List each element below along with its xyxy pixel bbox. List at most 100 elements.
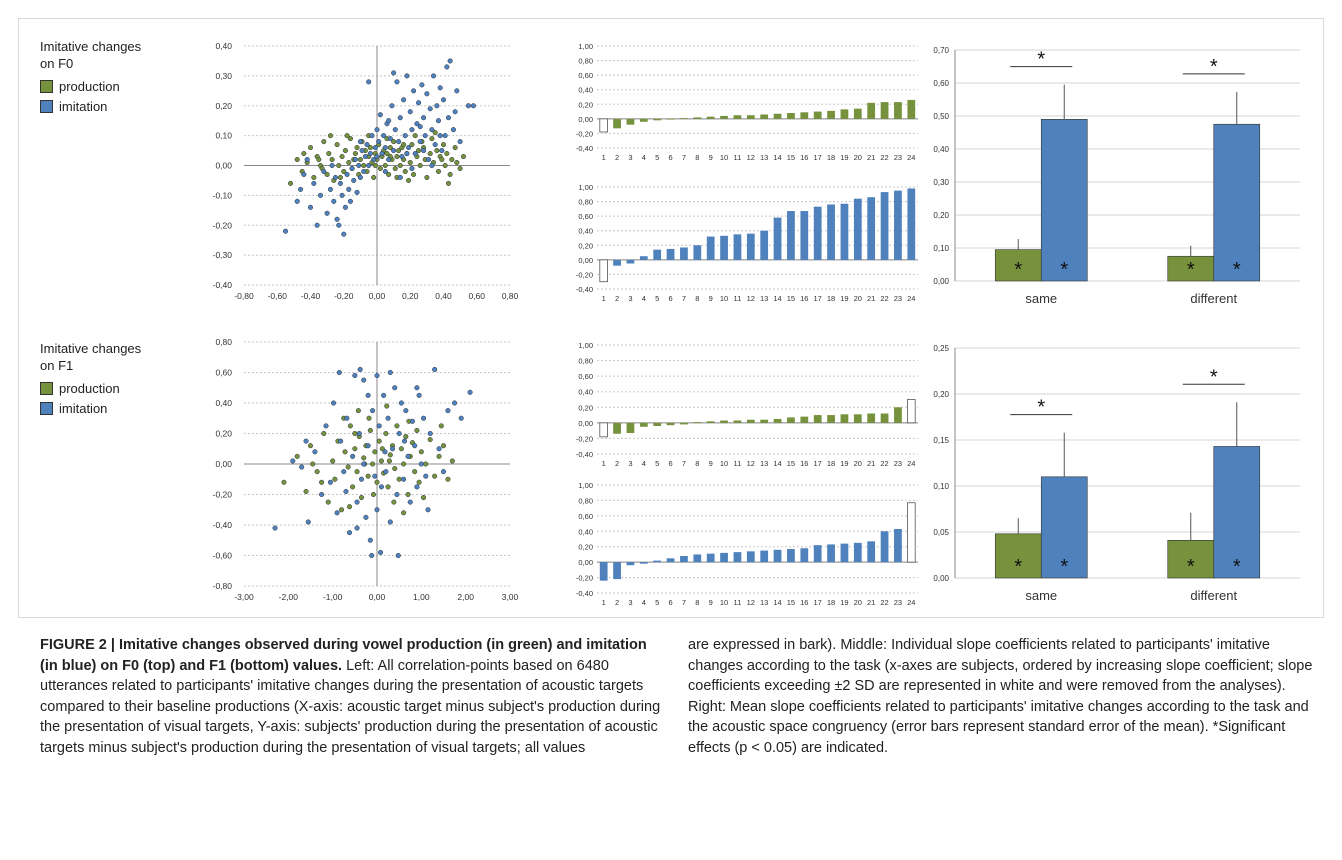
x-tick-label: 11 [734, 598, 742, 607]
imitation-bar [693, 554, 702, 563]
production-point [352, 430, 358, 437]
y-tick-label: 1,00 [578, 341, 593, 350]
production-point [294, 156, 300, 163]
x-tick-label: 0,00 [369, 291, 386, 301]
production-bar [666, 422, 675, 426]
x-tick-label: 20 [854, 459, 862, 468]
x-tick-label: 10 [720, 459, 728, 468]
imitation-bar [867, 197, 876, 260]
imitation-point [317, 192, 324, 198]
production-point [396, 148, 402, 154]
production-point [378, 458, 384, 464]
significance-star: * [1014, 556, 1022, 578]
x-tick-label: 3 [628, 153, 632, 162]
mean_f0: 0,000,100,200,300,400,500,600,70* **same*… [933, 46, 1300, 306]
production-point [339, 153, 345, 160]
x-tick-label: 1 [602, 598, 606, 607]
production-point [417, 162, 423, 169]
production-swatch [40, 80, 53, 93]
x-tick-label: 17 [814, 598, 822, 607]
legend-entry-production: production [40, 78, 141, 95]
imitation-point [465, 103, 471, 109]
imitation-point [417, 139, 423, 145]
production-point [386, 458, 392, 464]
imitation-bar [813, 545, 822, 563]
imitation-point [331, 400, 337, 406]
imitation-point [365, 392, 371, 398]
imitation-point [447, 58, 453, 64]
imitation-point [314, 222, 320, 228]
imitation-point [344, 415, 350, 421]
production-point [372, 449, 378, 455]
x-tick-label: 0,40 [435, 291, 452, 301]
production-bar [680, 422, 688, 425]
production-bar [787, 417, 795, 423]
imitation-point [440, 469, 447, 475]
legend-title: Imitative changes on F1 [40, 340, 141, 374]
legend-entry-imitation: imitation [40, 400, 141, 417]
imitation-point [414, 484, 420, 490]
production-point [392, 466, 398, 472]
x-tick-label: 16 [800, 459, 808, 468]
production-point [394, 153, 400, 160]
imitation-point [341, 231, 347, 237]
production-point [384, 151, 390, 157]
production-bar [639, 118, 648, 122]
excluded-bar [599, 422, 608, 438]
imitation-point [336, 222, 342, 228]
production-point [329, 156, 335, 163]
production-bar [626, 422, 635, 433]
x-tick-label: 19 [840, 459, 848, 468]
x-tick-label: -0,60 [268, 291, 288, 301]
imitation-point [386, 118, 392, 124]
y-tick-label: 0,10 [933, 482, 949, 491]
imitation-bar [867, 541, 876, 563]
production-point [345, 464, 351, 470]
production-point [414, 427, 420, 434]
x-tick-label: 21 [867, 598, 875, 607]
imitation-bar [853, 542, 862, 563]
imitation-point [361, 168, 367, 175]
y-tick-label: 0,05 [933, 528, 949, 537]
production-point [337, 174, 343, 180]
production-point [416, 148, 422, 154]
imitation-point [327, 186, 334, 192]
x-tick-label: 18 [827, 153, 835, 162]
production-point [444, 151, 450, 157]
imitation-point [396, 430, 402, 437]
production-point [350, 484, 356, 490]
x-tick-label: 9 [709, 294, 713, 303]
x-tick-label: 17 [814, 153, 822, 162]
significance-star: * [1233, 259, 1241, 281]
y-tick-label: -0,40 [213, 280, 233, 290]
y-tick-label: 0,00 [933, 574, 949, 583]
imitation-point [354, 189, 360, 195]
production-bar [733, 420, 742, 423]
imitation-point [374, 127, 380, 133]
significance-star: * [1014, 259, 1022, 281]
production-bar [773, 418, 782, 423]
x-tick-label: 24 [907, 294, 915, 303]
imitation-bar [733, 552, 742, 563]
imitation-point [387, 369, 393, 376]
production-point [407, 159, 413, 166]
production-bar [666, 118, 675, 120]
production-bar [867, 413, 876, 423]
imitation-bar [706, 553, 715, 563]
x-tick-label: 23 [894, 153, 902, 162]
production-point [377, 165, 383, 172]
imitation-point [351, 177, 357, 183]
y-tick-label: 0,00 [578, 115, 593, 124]
production-point [401, 510, 407, 516]
production-point [324, 171, 330, 178]
y-tick-label: -0,40 [576, 285, 593, 294]
x-tick-label: 15 [787, 153, 795, 162]
imitation-point [418, 461, 424, 467]
production-bar [800, 112, 809, 119]
imitation-bar [613, 562, 621, 580]
legend-title-line1: Imitative changes [40, 39, 142, 54]
imitation-point [385, 415, 391, 421]
x-tick-label: 18 [827, 294, 835, 303]
imitation-point [366, 162, 372, 169]
y-tick-label: 0,15 [933, 436, 949, 445]
